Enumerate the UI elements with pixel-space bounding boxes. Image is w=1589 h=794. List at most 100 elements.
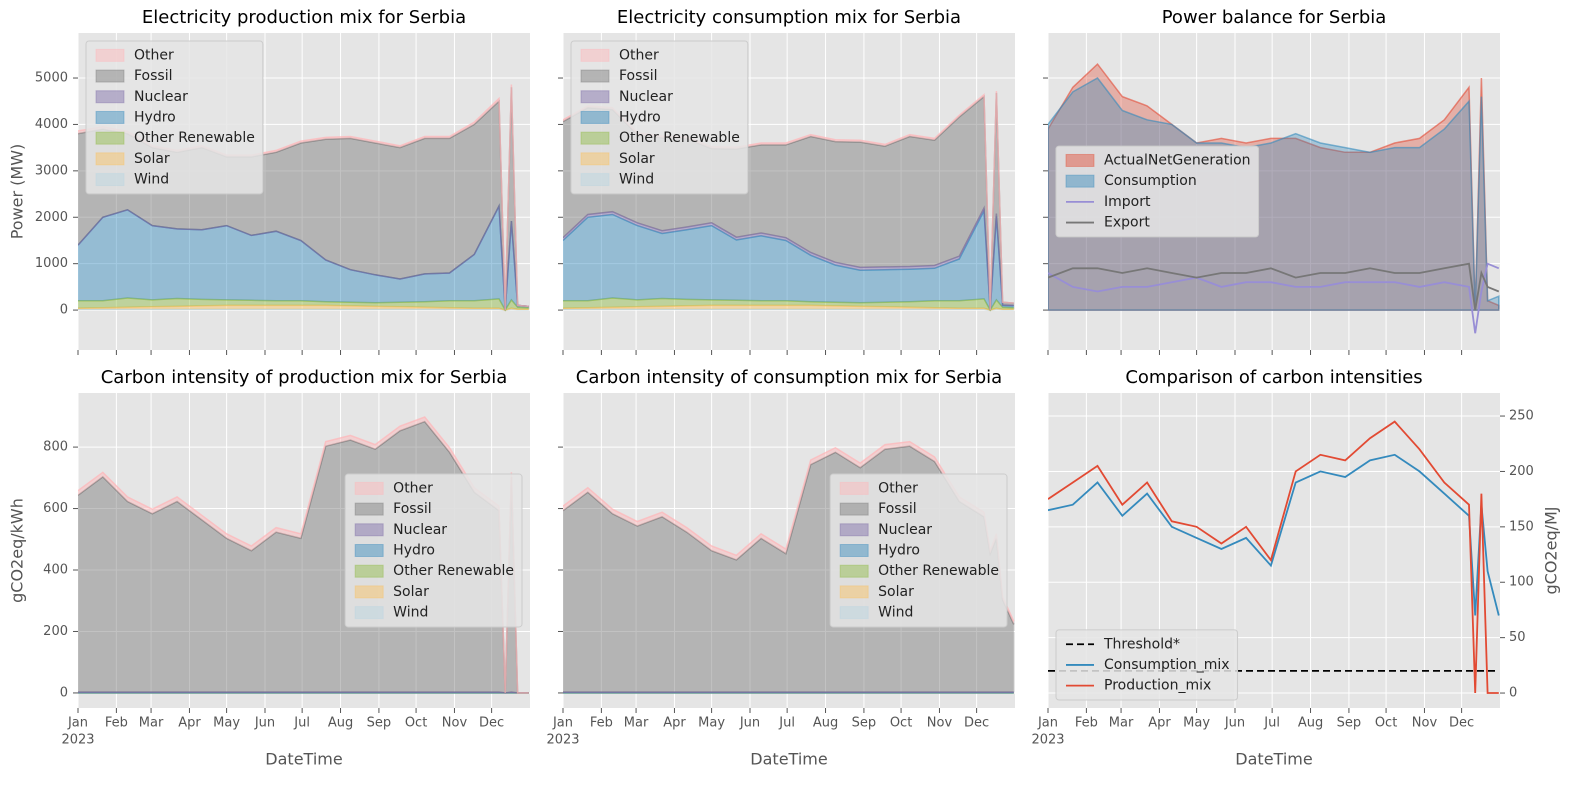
chart-title: Electricity consumption mix for Serbia bbox=[617, 7, 961, 28]
legend-label: Solar bbox=[134, 151, 170, 167]
x-tick-label: Jul bbox=[1263, 716, 1280, 731]
legend-label: Fossil bbox=[619, 68, 658, 84]
legend-swatch bbox=[95, 90, 125, 104]
legend-label: Nuclear bbox=[134, 89, 188, 105]
x-tick-label: Feb bbox=[1075, 716, 1098, 731]
area bbox=[78, 84, 529, 311]
y2-tick-label: 50 bbox=[1509, 630, 1526, 645]
legend-swatch bbox=[580, 173, 610, 187]
legend-label: Hydro bbox=[878, 543, 920, 559]
legend-label: Other Renewable bbox=[134, 130, 255, 146]
x-tick-label: Jun bbox=[254, 716, 275, 731]
x-tick-label: Sep bbox=[852, 716, 877, 731]
x-tick-label: Oct bbox=[890, 716, 912, 731]
legend-swatch bbox=[1065, 153, 1095, 167]
legend-swatch bbox=[354, 585, 384, 599]
x-tick-label: Oct bbox=[1375, 716, 1397, 731]
x-tick-label: Dec bbox=[1449, 716, 1474, 731]
legend-swatch bbox=[354, 564, 384, 578]
line bbox=[1048, 453, 1500, 616]
legend-label: Fossil bbox=[878, 501, 917, 517]
legend-label: Other bbox=[619, 47, 659, 63]
y2-tick-label: 150 bbox=[1509, 519, 1534, 534]
legend-label: Nuclear bbox=[878, 522, 932, 538]
y-tick-label: 0 bbox=[60, 685, 68, 700]
legend: Other Fossil Nuclear Hydro Other Renewable So… bbox=[85, 40, 264, 195]
legend-label: Fossil bbox=[393, 501, 432, 517]
legend-swatch bbox=[95, 48, 125, 62]
legend-swatch bbox=[580, 110, 610, 124]
y-tick-label: 0 bbox=[60, 303, 68, 318]
x-tick-label: Mar bbox=[1109, 716, 1134, 731]
x-year-label: 2023 bbox=[546, 733, 579, 748]
x-tick-label: Dec bbox=[479, 716, 504, 731]
legend-swatch bbox=[839, 502, 869, 516]
area-edge bbox=[78, 203, 529, 311]
legend-swatch bbox=[95, 69, 125, 83]
legend-swatch bbox=[95, 152, 125, 166]
y-tick-label: 200 bbox=[43, 624, 68, 639]
x-axis-label: DateTime bbox=[1235, 750, 1312, 769]
x-tick-label: Jan bbox=[1037, 716, 1058, 731]
legend-swatch bbox=[580, 131, 610, 145]
x-tick-label: Nov bbox=[927, 716, 953, 731]
legend-label: Wind bbox=[878, 605, 913, 621]
x-tick-label: May bbox=[213, 716, 240, 731]
legend-label: Hydro bbox=[393, 543, 435, 559]
x-tick-label: Jul bbox=[293, 716, 310, 731]
line bbox=[1048, 262, 1500, 334]
legend-box bbox=[1055, 629, 1239, 701]
legend-swatch bbox=[839, 544, 869, 557]
x-tick-label: Nov bbox=[1412, 716, 1438, 731]
legend-label: Wind bbox=[134, 172, 169, 188]
x-axis-label: DateTime bbox=[750, 750, 827, 769]
area bbox=[78, 87, 529, 311]
x-tick-label: Sep bbox=[367, 716, 392, 731]
area bbox=[78, 298, 529, 311]
legend-label: Solar bbox=[393, 584, 429, 600]
legend-label: Other bbox=[878, 480, 918, 496]
area bbox=[1048, 77, 1500, 311]
legend-label: Nuclear bbox=[393, 522, 447, 538]
y2-tick-label: 200 bbox=[1509, 464, 1534, 479]
x-tick-label: Aug bbox=[1298, 716, 1323, 731]
y2-tick-label: 0 bbox=[1509, 686, 1517, 701]
x-tick-label: Oct bbox=[405, 716, 427, 731]
legend-swatch bbox=[354, 606, 384, 620]
legend-swatch bbox=[580, 69, 610, 83]
y-tick-label: 2000 bbox=[35, 210, 68, 225]
legend-swatch bbox=[95, 173, 125, 187]
legend-box bbox=[1055, 145, 1260, 238]
plot-area bbox=[1048, 62, 1500, 334]
y2-tick-label: 100 bbox=[1509, 575, 1534, 590]
y-tick-label: 600 bbox=[43, 501, 68, 516]
y-axis-label: gCO2eq/kWh bbox=[8, 498, 27, 603]
legend-swatch bbox=[354, 523, 384, 537]
x-tick-label: Sep bbox=[1337, 716, 1362, 731]
line bbox=[1048, 420, 1499, 694]
area-edge bbox=[78, 304, 529, 311]
x-tick-label: Apr bbox=[663, 716, 686, 731]
legend-label: Consumption_mix bbox=[1104, 657, 1230, 673]
x-tick-label: Jun bbox=[739, 716, 760, 731]
legend-label: Fossil bbox=[134, 68, 173, 84]
x-tick-label: Feb bbox=[590, 716, 613, 731]
legend-swatch bbox=[95, 131, 125, 145]
legend-label: Hydro bbox=[619, 109, 661, 125]
y-tick-label: 4000 bbox=[35, 117, 68, 132]
x-tick-label: Aug bbox=[328, 716, 353, 731]
x-tick-label: Nov bbox=[442, 716, 468, 731]
area bbox=[563, 210, 1014, 311]
legend-swatch bbox=[580, 48, 610, 62]
legend-swatch bbox=[580, 152, 610, 166]
y-tick-label: 400 bbox=[43, 563, 68, 578]
legend-box bbox=[570, 40, 749, 195]
chart-title: Power balance for Serbia bbox=[1162, 7, 1387, 28]
legend-label: Wind bbox=[619, 172, 654, 188]
legend-box bbox=[829, 473, 1008, 628]
legend: Other Fossil Nuclear Hydro Other Renewable So… bbox=[829, 473, 1008, 628]
legend-label: Other Renewable bbox=[878, 563, 999, 579]
plot-area bbox=[1048, 420, 1500, 694]
legend-label: Production_mix bbox=[1104, 678, 1211, 694]
legend-swatch bbox=[839, 523, 869, 537]
